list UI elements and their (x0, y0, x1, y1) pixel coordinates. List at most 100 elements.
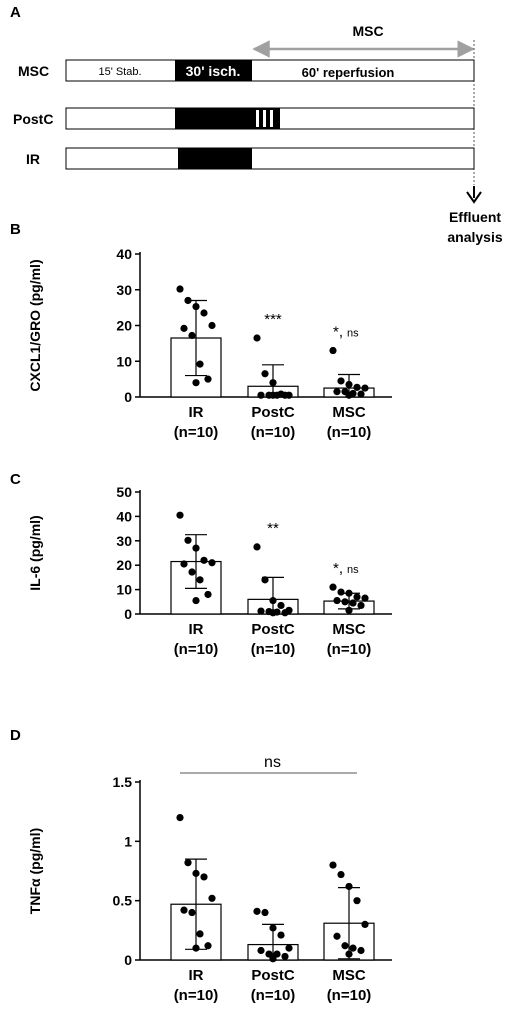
chart-cxcl1: B CXCL1/GRO (pg/ml) 0 10 20 30 40 IR (n=10) PostC… (10, 221, 392, 441)
data-point (361, 384, 369, 392)
data-point (337, 588, 345, 596)
data-point (196, 576, 204, 584)
panel-letter: C (10, 471, 21, 488)
y-tick-label: 20 (116, 557, 132, 573)
x-tick-sublabel: (n=10) (327, 424, 372, 441)
significance-marker: ** (267, 520, 279, 537)
y-tick-label: 0.5 (113, 893, 133, 909)
protocol-postc-stripe-3 (270, 110, 273, 127)
data-point (345, 882, 353, 891)
data-point (285, 944, 293, 952)
data-point (329, 346, 337, 355)
effluent-label-line1: Effluent (449, 209, 501, 225)
x-tick-sublabel: (n=10) (327, 987, 372, 1004)
y-axis-label: TNFα (pg/ml) (27, 828, 43, 914)
data-point (345, 380, 353, 389)
x-tick-label: IR (189, 967, 204, 984)
protocol-isch-label: 30' isch. (186, 63, 241, 79)
data-point (345, 391, 353, 399)
data-point (188, 908, 196, 917)
x-tick-sublabel: (n=10) (251, 424, 296, 441)
data-point (208, 321, 216, 330)
significance-marker: *, (333, 560, 343, 577)
data-point (333, 932, 341, 940)
y-tick-label: 20 (116, 318, 132, 334)
y-tick-label: 1.5 (113, 774, 133, 790)
significance-marker: *, (333, 324, 343, 341)
chart-il6: C IL-6 (pg/ml) 0 10 20 30 40 50 IR (n=10) PostC (n=… (10, 471, 392, 658)
data-point (192, 302, 200, 311)
data-point (341, 598, 349, 606)
data-point (257, 607, 265, 615)
data-point (192, 944, 200, 952)
data-point (261, 576, 269, 584)
data-point (357, 601, 365, 610)
data-point (180, 906, 188, 914)
data-point (204, 590, 212, 599)
y-tick-label: 0 (124, 952, 132, 968)
panel-letter: B (10, 221, 21, 238)
data-point (261, 370, 269, 378)
x-tick-sublabel: (n=10) (251, 987, 296, 1004)
data-point (184, 296, 192, 305)
data-point (273, 950, 281, 958)
y-tick-label: 30 (116, 282, 132, 298)
x-tick-label: IR (189, 404, 204, 421)
x-tick-sublabel: (n=10) (174, 641, 219, 658)
data-point (357, 946, 365, 955)
data-point (204, 375, 212, 383)
x-tick-label: PostC (251, 404, 295, 421)
data-point (333, 388, 341, 396)
data-point (345, 950, 353, 958)
protocol-row-label-ir: IR (26, 151, 40, 167)
data-point (257, 391, 265, 399)
x-tick-label: PostC (251, 967, 295, 984)
x-tick-sublabel: (n=10) (251, 641, 296, 658)
msc-span-label: MSC (352, 23, 383, 39)
y-tick-label: 10 (116, 582, 132, 598)
x-tick-label: MSC (332, 967, 366, 984)
significance-ns: ns (347, 564, 359, 576)
data-point (192, 869, 200, 877)
data-point (176, 285, 184, 293)
y-tick-label: 30 (116, 533, 132, 549)
y-tick-label: 10 (116, 353, 132, 369)
protocol-panel: A MSC Effluent analysis MSC 15' Stab. 30… (10, 4, 503, 245)
data-point (269, 955, 277, 963)
data-point (208, 559, 216, 567)
significance-ns: ns (347, 328, 359, 340)
protocol-reperf-label: 60' reperfusion (302, 65, 395, 80)
data-point (277, 601, 285, 610)
data-point (329, 583, 337, 591)
x-tick-label: MSC (332, 404, 366, 421)
data-point (361, 594, 369, 602)
protocol-row-postc-ischemia (175, 108, 252, 129)
data-point (353, 593, 361, 601)
data-point (281, 952, 289, 961)
data-point (200, 556, 208, 564)
data-point (192, 544, 200, 552)
data-point (184, 859, 192, 867)
significance-marker: *** (264, 311, 282, 328)
data-point (337, 377, 345, 385)
effluent-label-line2: analysis (447, 229, 502, 245)
y-tick-label: 0 (124, 389, 132, 405)
protocol-postc-stripe-1 (256, 110, 259, 127)
y-axis-label: IL-6 (pg/ml) (27, 515, 43, 590)
data-point (200, 309, 208, 317)
data-point (277, 931, 285, 939)
protocol-row-msc-ischemia (175, 60, 252, 81)
y-tick-label: 50 (116, 484, 132, 500)
data-point (269, 609, 277, 617)
panel-letter: D (10, 727, 21, 744)
data-point (353, 383, 361, 391)
data-point (281, 609, 289, 617)
protocol-row-ir-ischemia (178, 148, 252, 169)
protocol-postc-stripe-2 (263, 110, 266, 127)
data-point (253, 334, 261, 342)
data-point (253, 907, 261, 915)
data-point (176, 814, 184, 822)
data-point (269, 924, 277, 932)
data-point (188, 331, 196, 340)
x-tick-sublabel: (n=10) (327, 641, 372, 658)
